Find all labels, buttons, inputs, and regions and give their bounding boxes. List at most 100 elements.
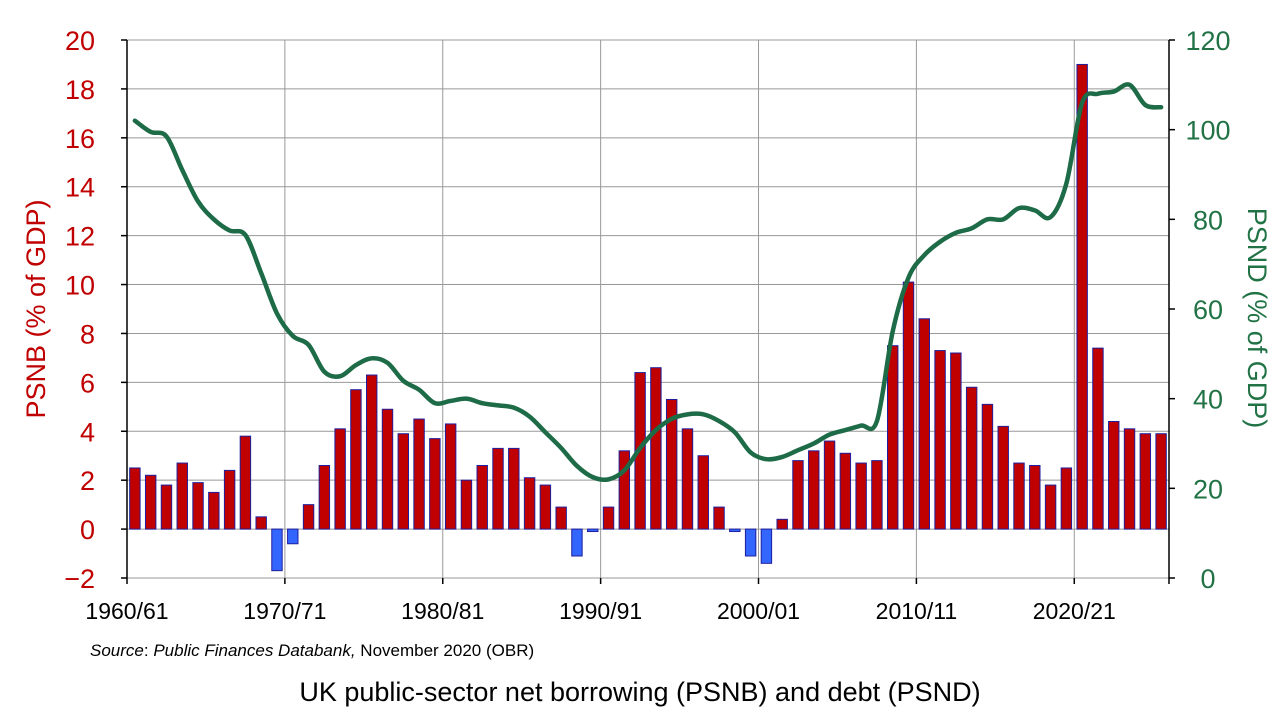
psnb-bar bbox=[1123, 428, 1136, 530]
psnb-bar bbox=[808, 450, 820, 530]
psnb-bar bbox=[460, 479, 473, 530]
psnb-bar bbox=[587, 528, 599, 533]
x-axis-ticks: 1960/61 1970/71 1980/81 1990/91 2000/01 2010/… bbox=[85, 578, 1170, 624]
psnb-bar bbox=[271, 528, 283, 572]
psnb-bar bbox=[208, 491, 220, 530]
source-separator: : bbox=[143, 641, 154, 660]
psnb-bar bbox=[1092, 347, 1104, 530]
right-tick-label: 80 bbox=[1193, 205, 1223, 235]
psnb-bar bbox=[429, 438, 441, 530]
left-tick-label: 6 bbox=[80, 368, 95, 398]
psnd-line bbox=[132, 82, 1164, 483]
psnb-bar bbox=[413, 418, 425, 530]
left-tick-label: 12 bbox=[65, 222, 95, 252]
psnb-bar bbox=[160, 484, 173, 530]
psnb-bar bbox=[223, 469, 236, 530]
left-tick-label: 20 bbox=[65, 26, 95, 56]
psnb-bar bbox=[823, 440, 836, 530]
psnb-bar bbox=[239, 435, 252, 530]
source-name: Public Finances Databank, bbox=[153, 641, 356, 660]
x-tick-label: 2020/21 bbox=[1033, 598, 1116, 624]
right-axis-label: PSND (% of GDP) bbox=[1242, 208, 1272, 429]
psnb-bar bbox=[1060, 467, 1073, 530]
left-tick-label: 18 bbox=[65, 75, 95, 105]
psnb-bar bbox=[144, 474, 157, 530]
psnb-bar bbox=[366, 374, 378, 530]
axes bbox=[126, 40, 1170, 578]
psnb-bar bbox=[855, 462, 867, 530]
psnb-bar bbox=[571, 528, 583, 557]
psnb-bar bbox=[1013, 462, 1025, 530]
psnb-bar bbox=[255, 516, 267, 530]
left-tick-label: 10 bbox=[65, 271, 95, 301]
left-axis-label: PSNB (% of GDP) bbox=[21, 199, 51, 418]
grid-lines bbox=[126, 39, 1170, 579]
psnb-bar bbox=[1155, 433, 1167, 530]
psnb-bar bbox=[1139, 433, 1152, 530]
source-rest: November 2020 (OBR) bbox=[355, 641, 535, 660]
psnb-bar bbox=[713, 506, 725, 530]
source-note: Source: Public Finances Databank, Novemb… bbox=[90, 641, 534, 661]
psnb-bar bbox=[681, 428, 694, 530]
x-tick-label: 1990/91 bbox=[559, 598, 642, 624]
right-tick-label: 0 bbox=[1200, 564, 1215, 594]
psnb-bar bbox=[287, 528, 299, 545]
left-tick-label: 14 bbox=[65, 173, 95, 203]
left-axis-ticks: −2 0 2 4 6 8 10 12 14 16 18 20 bbox=[64, 26, 127, 594]
psnb-bar bbox=[934, 350, 946, 530]
psnb-bar bbox=[697, 455, 709, 530]
x-tick-label: 2000/01 bbox=[717, 598, 800, 624]
left-tick-label: 4 bbox=[80, 417, 95, 447]
source-prefix: Source bbox=[90, 641, 144, 660]
psnb-bar bbox=[508, 447, 520, 530]
psnb-bar bbox=[523, 477, 536, 530]
right-tick-label: 100 bbox=[1185, 116, 1230, 146]
psnb-bar bbox=[302, 504, 315, 530]
right-tick-label: 120 bbox=[1185, 26, 1230, 56]
psnb-bar bbox=[192, 482, 204, 530]
psnb-bar bbox=[918, 318, 930, 530]
psnb-bar bbox=[729, 528, 741, 533]
psnb-bar bbox=[476, 465, 488, 530]
right-tick-label: 40 bbox=[1193, 385, 1223, 415]
left-tick-label: 8 bbox=[80, 319, 95, 349]
psnb-bar bbox=[760, 528, 773, 564]
psnb-bar bbox=[839, 452, 852, 530]
psnb-bar bbox=[1108, 420, 1120, 530]
psnb-bar bbox=[334, 428, 346, 530]
x-tick-label: 2010/11 bbox=[876, 598, 957, 624]
psnb-bar bbox=[776, 518, 788, 530]
psnb-bar bbox=[381, 408, 394, 530]
psnb-bar bbox=[618, 450, 631, 530]
right-axis-ticks: 0 20 40 60 80 100 120 bbox=[1169, 26, 1231, 594]
psnb-bar bbox=[129, 467, 141, 530]
left-tick-label: 0 bbox=[80, 515, 95, 545]
psnb-bar bbox=[665, 398, 678, 530]
psnb-bar bbox=[1076, 63, 1088, 530]
chart-title: UK public-sector net borrowing (PSNB) an… bbox=[299, 677, 981, 707]
psnb-bar bbox=[602, 506, 615, 530]
psnb-bar bbox=[1029, 465, 1041, 530]
psnb-bar bbox=[744, 528, 757, 557]
left-tick-label: 16 bbox=[65, 124, 95, 154]
right-tick-label: 60 bbox=[1193, 295, 1223, 325]
left-tick-label: −2 bbox=[64, 564, 95, 594]
psnb-bars bbox=[129, 63, 1167, 572]
x-tick-label: 1980/81 bbox=[401, 598, 484, 624]
right-tick-label: 20 bbox=[1193, 474, 1223, 504]
psnb-bar bbox=[1044, 484, 1057, 530]
psnb-bar bbox=[397, 433, 409, 530]
psnb-bar bbox=[792, 460, 804, 530]
psnb-bar bbox=[965, 386, 978, 530]
x-tick-label: 1970/71 bbox=[243, 598, 326, 624]
psnb-bar bbox=[444, 423, 457, 530]
psnb-bar bbox=[492, 447, 504, 530]
psnb-bar bbox=[539, 484, 552, 530]
psnb-bar bbox=[871, 460, 883, 530]
left-tick-label: 2 bbox=[80, 466, 95, 496]
psnb-bar bbox=[555, 506, 567, 530]
psnd-line-group bbox=[132, 82, 1164, 483]
psnb-bar bbox=[350, 389, 362, 530]
psnb-bar bbox=[650, 367, 662, 530]
